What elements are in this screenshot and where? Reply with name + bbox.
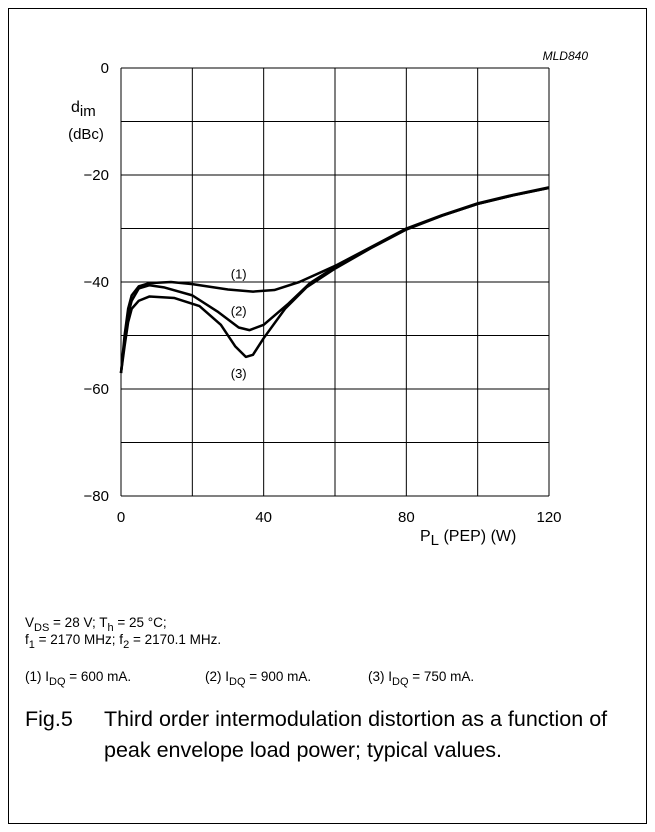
y-tick-label: 0	[101, 60, 109, 77]
text-run: = 600 mA.	[66, 669, 132, 684]
text-run: = 2170.1 MHz.	[129, 632, 221, 647]
legend-item: (1) IDQ = 600 mA.	[25, 669, 131, 688]
subscript: DQ	[49, 676, 66, 688]
condition-line: VDS = 28 V; Th = 25 °C;	[25, 615, 167, 634]
curve	[119, 186, 550, 374]
text-run: (1) I	[25, 669, 49, 684]
subscript: DQ	[229, 676, 246, 688]
x-tick-label: 0	[117, 509, 125, 526]
subscript: L	[431, 532, 439, 549]
text-run: = 750 mA.	[409, 669, 475, 684]
y-tick-label: −20	[84, 167, 109, 184]
text-run: (PEP) (W)	[439, 528, 516, 545]
text-run: (2) I	[205, 669, 229, 684]
condition-line: f1 = 2170 MHz; f2 = 2170.1 MHz.	[25, 632, 221, 651]
text-run: = 900 mA.	[246, 669, 312, 684]
y-unit: (dBc)	[68, 126, 104, 143]
text-run: d	[71, 99, 80, 116]
text-run: (3) I	[368, 669, 392, 684]
curve-label: (3)	[231, 366, 247, 381]
x-label: PL (PEP) (W)	[420, 528, 516, 549]
text-run: f	[25, 632, 29, 647]
x-tick-label: 120	[536, 509, 561, 526]
x-tick-label: 80	[398, 509, 415, 526]
subscript: DQ	[392, 676, 409, 688]
text-run: = 28 V; T	[49, 615, 107, 630]
caption-label: Fig.5	[25, 707, 73, 731]
legend-item: (2) IDQ = 900 mA.	[205, 669, 311, 688]
x-tick-label: 40	[255, 509, 272, 526]
legend-item: (3) IDQ = 750 mA.	[368, 669, 474, 688]
curve-label: (1)	[231, 266, 247, 281]
figure-code: MLD840	[543, 49, 589, 63]
text-run: P	[420, 528, 431, 545]
subscript: 2	[123, 639, 129, 651]
caption-text: Third order intermodulation distortion a…	[104, 707, 608, 762]
text-run: = 25 °C;	[114, 615, 167, 630]
y-tick-label: −40	[84, 274, 109, 291]
frame	[8, 8, 647, 824]
subscript: 1	[29, 639, 35, 651]
y-tick-label: −80	[84, 488, 109, 505]
subscript: h	[107, 622, 113, 634]
text-run: V	[25, 615, 34, 630]
subscript: DS	[34, 622, 49, 634]
y-tick-label: −60	[84, 381, 109, 398]
curve-label: (2)	[231, 303, 247, 318]
subscript: im	[80, 103, 96, 120]
y-label: dim	[71, 99, 96, 120]
text-run: = 2170 MHz; f	[35, 632, 123, 647]
